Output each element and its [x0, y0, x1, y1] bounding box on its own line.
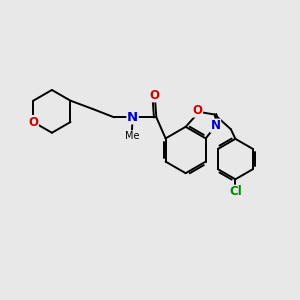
Text: O: O: [193, 104, 202, 117]
Text: O: O: [28, 116, 38, 129]
Text: Me: Me: [125, 131, 139, 141]
Text: O: O: [150, 89, 160, 102]
Text: Cl: Cl: [229, 185, 242, 198]
Text: N: N: [211, 119, 220, 132]
Text: N: N: [127, 111, 138, 124]
